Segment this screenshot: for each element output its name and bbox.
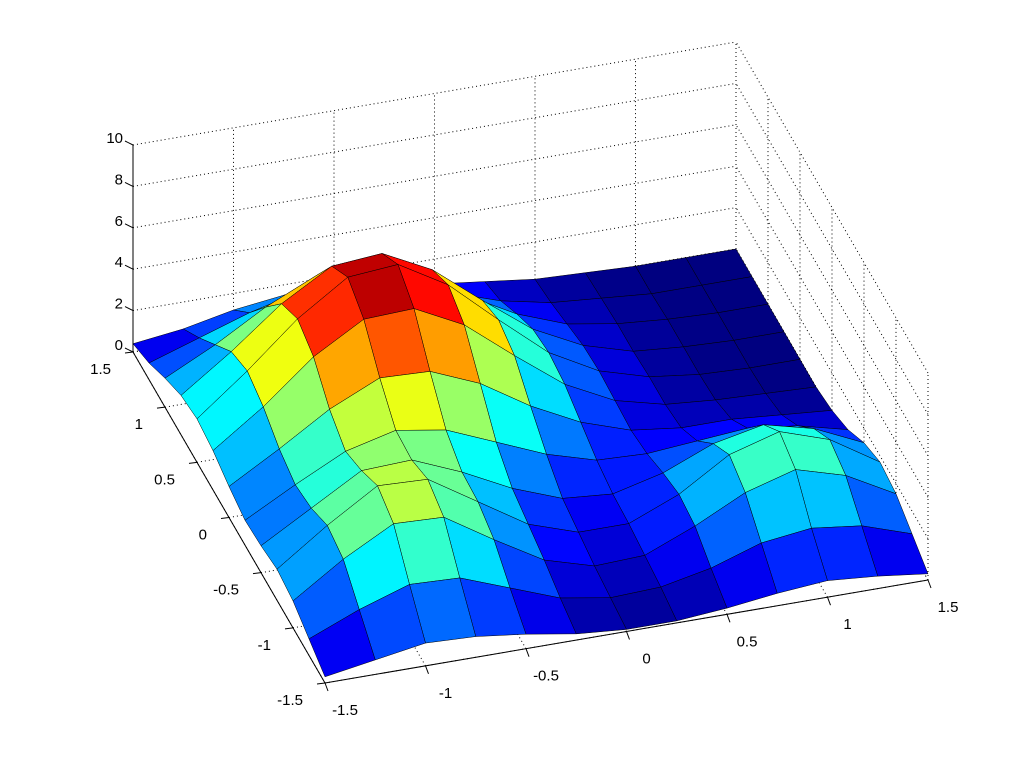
x-tick xyxy=(927,579,932,589)
y-tick-label: 1 xyxy=(135,416,143,433)
z-tick-label: 0 xyxy=(115,337,123,354)
y-tick-label: 0.5 xyxy=(154,471,175,488)
z-tick xyxy=(124,140,134,146)
z-tick xyxy=(124,347,134,353)
x-tick-label: -0.5 xyxy=(533,668,559,685)
z-tick xyxy=(124,223,134,229)
x-tick-label: 1.5 xyxy=(938,599,959,616)
z-tick-label: 4 xyxy=(115,254,123,271)
y-tick xyxy=(188,461,198,464)
y-tick xyxy=(252,572,262,575)
x-tick xyxy=(525,648,530,657)
y-tick xyxy=(284,627,294,630)
z-tick xyxy=(124,306,134,312)
x-tick-label: -1.5 xyxy=(332,702,358,719)
z-tick-label: 10 xyxy=(106,130,123,147)
z-tick xyxy=(124,264,134,270)
x-tick xyxy=(626,631,630,640)
z-tick-label: 8 xyxy=(115,171,123,188)
x-tick-label: 0 xyxy=(642,650,650,667)
z-tick-label: 2 xyxy=(115,296,123,313)
y-tick-label: -1 xyxy=(258,637,271,654)
z-tick xyxy=(124,181,134,187)
x-tick-label: -1 xyxy=(439,685,452,702)
surface-patch xyxy=(308,609,376,678)
x-tick xyxy=(324,682,329,692)
y-tick xyxy=(316,682,326,685)
y-tick-label: -0.5 xyxy=(213,582,239,599)
z-tick-label: 6 xyxy=(115,213,123,230)
y-tick-label: 0 xyxy=(199,526,207,543)
y-tick xyxy=(124,351,134,354)
x-tick xyxy=(827,596,831,606)
y-tick xyxy=(156,406,166,409)
y-tick-label: 1.5 xyxy=(90,361,111,378)
x-tick xyxy=(425,665,429,675)
x-tick xyxy=(726,614,731,623)
y-tick xyxy=(220,517,230,519)
x-tick-label: 1 xyxy=(843,616,851,633)
x-tick-label: 0.5 xyxy=(737,633,758,650)
y-tick-label: -1.5 xyxy=(277,692,303,709)
